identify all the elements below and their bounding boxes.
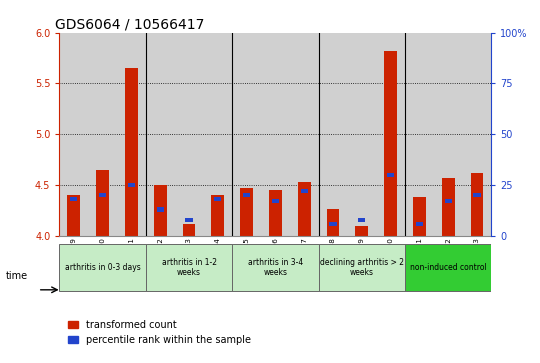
Bar: [128, 183, 135, 187]
Text: arthritis in 3-4
weeks: arthritis in 3-4 weeks: [248, 258, 303, 277]
FancyBboxPatch shape: [319, 244, 405, 291]
Text: GDS6064 / 10566417: GDS6064 / 10566417: [55, 17, 205, 32]
FancyBboxPatch shape: [232, 244, 319, 291]
Bar: [204, 33, 232, 236]
Bar: [416, 222, 423, 226]
Bar: [261, 33, 290, 236]
Bar: [99, 193, 106, 197]
Bar: [290, 33, 319, 236]
Bar: [240, 188, 253, 236]
Bar: [68, 195, 80, 236]
Bar: [405, 33, 434, 236]
Bar: [347, 33, 376, 236]
Legend: transformed count, percentile rank within the sample: transformed count, percentile rank withi…: [64, 316, 254, 349]
Text: arthritis in 1-2
weeks: arthritis in 1-2 weeks: [161, 258, 217, 277]
Text: arthritis in 0-3 days: arthritis in 0-3 days: [65, 263, 140, 272]
Text: declining arthritis > 2
weeks: declining arthritis > 2 weeks: [320, 258, 404, 277]
Bar: [355, 226, 368, 236]
Bar: [96, 170, 109, 236]
Bar: [358, 218, 366, 222]
Bar: [298, 182, 310, 236]
Text: non-induced control: non-induced control: [410, 263, 487, 272]
FancyBboxPatch shape: [59, 244, 146, 291]
Bar: [413, 197, 426, 236]
Bar: [327, 208, 340, 236]
Bar: [442, 178, 455, 236]
Bar: [211, 195, 224, 236]
Bar: [387, 173, 394, 177]
Bar: [59, 33, 88, 236]
Bar: [117, 33, 146, 236]
Bar: [243, 193, 250, 197]
Bar: [183, 224, 195, 236]
Bar: [214, 197, 221, 201]
Bar: [185, 218, 193, 222]
Bar: [125, 68, 138, 236]
Bar: [434, 33, 463, 236]
Bar: [301, 189, 308, 193]
Bar: [463, 33, 491, 236]
FancyBboxPatch shape: [146, 244, 232, 291]
Bar: [384, 51, 397, 236]
Bar: [88, 33, 117, 236]
Bar: [174, 33, 204, 236]
Bar: [146, 33, 174, 236]
Bar: [474, 193, 481, 197]
Bar: [319, 33, 347, 236]
Bar: [70, 197, 77, 201]
Bar: [329, 222, 336, 226]
Bar: [154, 185, 167, 236]
FancyBboxPatch shape: [405, 244, 491, 291]
Bar: [376, 33, 405, 236]
Bar: [157, 208, 164, 212]
Bar: [232, 33, 261, 236]
Text: time: time: [5, 271, 28, 281]
Bar: [272, 199, 279, 203]
Bar: [269, 190, 282, 236]
Bar: [470, 173, 483, 236]
Bar: [444, 199, 452, 203]
